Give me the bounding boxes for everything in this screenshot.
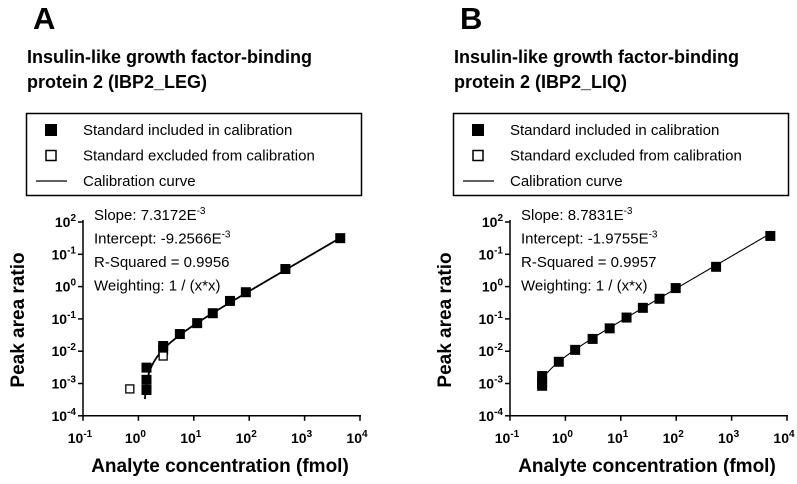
legend-box (452, 112, 790, 197)
y-axis-label: Peak area ratio (435, 252, 456, 387)
panel-label: A (33, 1, 55, 36)
fit-statistic: R-Squared = 0.9956 (94, 254, 230, 271)
open-square-icon (45, 149, 57, 162)
legend-label: Standard excluded from calibration (510, 148, 742, 165)
included-standard-point (174, 329, 185, 340)
legend-label: Standard included in calibration (510, 122, 719, 139)
x-tick-label: 100 (125, 429, 147, 446)
fit-statistic: Weighting: 1 / (x*x) (521, 278, 647, 295)
legend-label: Standard excluded from calibration (83, 148, 315, 165)
filled-square-icon (472, 124, 484, 136)
included-standard-point (192, 318, 203, 329)
y-axis-label: Peak area ratio (8, 252, 29, 387)
included-standard-point (207, 308, 218, 319)
chart-title-line: protein 2 (IBP2_LIQ) (454, 72, 627, 92)
y-tick-label: 10-1 (52, 310, 77, 327)
included-standard-point (141, 374, 152, 385)
x-tick-label: 103 (291, 429, 313, 446)
fit-statistic: Slope: 7.3172E-3 (94, 206, 206, 224)
included-standard-point (654, 293, 665, 304)
included-standard-point (621, 312, 632, 323)
included-standard-point (711, 261, 722, 272)
included-standard-point (240, 287, 251, 298)
fit-statistic: R-Squared = 0.9957 (521, 254, 657, 271)
open-square-icon (472, 149, 484, 162)
included-standard-point (637, 302, 648, 313)
y-tick-label: 10-1 (479, 310, 504, 327)
x-tick-label: 102 (236, 429, 258, 446)
y-tick-label: 10-4 (479, 407, 504, 424)
included-standard-point (158, 340, 169, 351)
included-standard-point (141, 384, 152, 395)
x-tick-label: 104 (346, 429, 368, 446)
excluded-standard-point (125, 384, 135, 394)
y-tick-label: 10-3 (479, 375, 504, 392)
included-standard-point (587, 333, 598, 344)
x-tick-label: 10-1 (495, 429, 520, 446)
legend-box (25, 112, 363, 197)
y-tick-label: 100 (482, 278, 504, 295)
x-tick-label: 103 (718, 429, 740, 446)
included-standard-point (604, 323, 615, 334)
included-standard-point (141, 362, 152, 373)
legend-label: Calibration curve (83, 173, 196, 190)
included-standard-point (570, 344, 581, 355)
x-tick-label: 100 (552, 429, 574, 446)
x-axis-label: Analyte concentration (fmol) (518, 456, 776, 477)
included-standard-point (280, 264, 291, 275)
included-standard-point (670, 283, 681, 294)
y-tick-label: 102 (55, 213, 77, 230)
chart-title-line: Insulin-like growth factor-binding (27, 47, 312, 67)
fit-statistic: Intercept: -9.2566E-3 (94, 230, 231, 248)
included-standard-point (553, 356, 564, 367)
included-standard-point (765, 230, 776, 241)
y-tick-label: 102 (482, 213, 504, 230)
y-tick-label: 10-2 (52, 342, 77, 359)
x-tick-label: 101 (607, 429, 629, 446)
legend-label: Standard included in calibration (83, 122, 292, 139)
y-tick-label: 10-1 (479, 245, 504, 262)
included-standard-point (537, 371, 548, 382)
x-tick-label: 101 (180, 429, 202, 446)
y-tick-label: 100 (55, 278, 77, 295)
y-tick-label: 10-2 (479, 342, 504, 359)
panel-b: B Insulin-like growth factor-binding prote… (435, 1, 795, 477)
fit-statistic: Intercept: -1.9755E-3 (521, 230, 658, 248)
y-tick-label: 10-3 (52, 375, 77, 392)
panel-label: B (460, 1, 482, 36)
included-standard-point (335, 233, 346, 244)
included-standard-point (224, 295, 235, 306)
x-axis-label: Analyte concentration (fmol) (91, 456, 349, 477)
x-tick-label: 104 (773, 429, 795, 446)
legend: Standard included in calibration Standard… (452, 112, 790, 197)
legend: Standard included in calibration Standard… (25, 112, 363, 197)
fit-statistic: Weighting: 1 / (x*x) (94, 278, 220, 295)
chart-title-line: protein 2 (IBP2_LEG) (27, 72, 207, 92)
y-tick-label: 10-1 (52, 245, 77, 262)
fit-statistic: Slope: 8.7831E-3 (521, 206, 633, 224)
x-tick-label: 10-1 (68, 429, 93, 446)
panel-a: A Insulin-like growth factor-binding prote… (8, 1, 368, 477)
filled-square-icon (45, 124, 57, 136)
y-tick-label: 10-4 (52, 407, 77, 424)
included-standard-point (537, 377, 548, 388)
x-tick-label: 102 (663, 429, 685, 446)
legend-label: Calibration curve (510, 173, 623, 190)
chart-title-line: Insulin-like growth factor-binding (454, 47, 739, 67)
excluded-standard-point (158, 351, 168, 361)
